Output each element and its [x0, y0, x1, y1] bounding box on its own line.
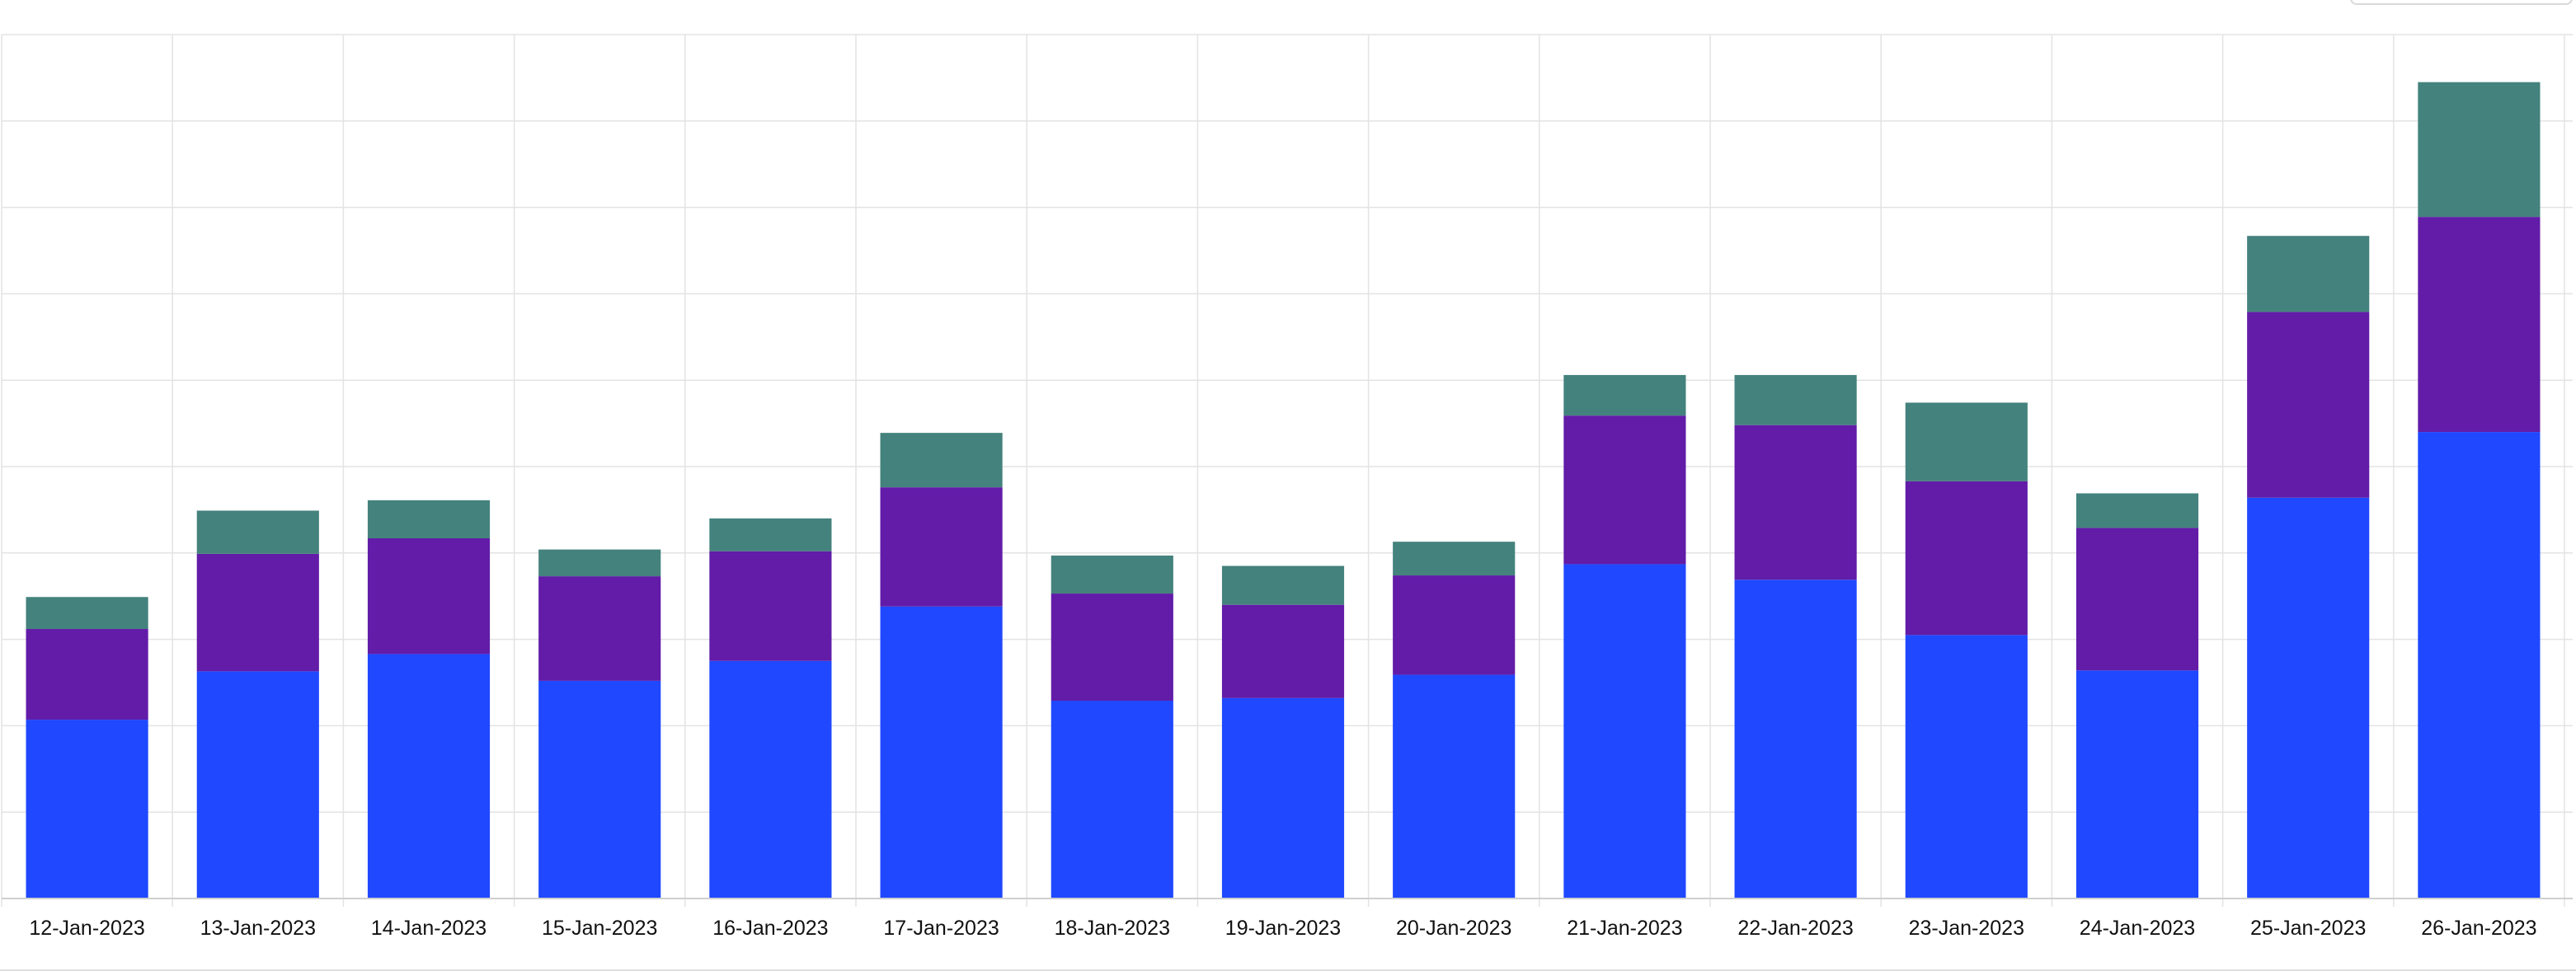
x-tick-label: 15-Jan-2023 — [542, 917, 657, 940]
bar-segment — [1734, 425, 1857, 580]
bar-segment — [538, 549, 661, 577]
bar-segment — [1393, 575, 1516, 675]
bar-segment — [1221, 697, 1345, 899]
bar-segment — [2418, 217, 2541, 433]
bar-segment — [1905, 402, 2028, 481]
bar-segment — [367, 537, 491, 655]
bar-segment — [1221, 565, 1345, 605]
x-tick-label: 21-Jan-2023 — [1567, 917, 1682, 940]
bar-segment — [538, 576, 661, 681]
bar-segment — [367, 500, 491, 538]
bar-segment — [1051, 701, 1173, 899]
x-tick-label: 19-Jan-2023 — [1225, 917, 1341, 940]
bar-segment — [2075, 493, 2199, 528]
bar-segment — [880, 606, 1003, 899]
bar-segment — [1221, 604, 1345, 698]
x-tick-label: 22-Jan-2023 — [1737, 917, 1853, 940]
bar-segment — [2247, 236, 2370, 312]
bars — [26, 82, 2541, 899]
bar-segment — [880, 433, 1003, 488]
bar-segment — [26, 629, 148, 720]
bar-segment — [1563, 415, 1686, 565]
x-tick-label: 25-Jan-2023 — [2250, 917, 2366, 940]
x-tick-label: 16-Jan-2023 — [712, 917, 828, 940]
bar-segment — [196, 553, 319, 672]
x-tick-label: 26-Jan-2023 — [2421, 917, 2536, 940]
x-tick-label: 13-Jan-2023 — [200, 917, 316, 940]
bar-segment — [1393, 674, 1516, 899]
bar-segment — [1051, 594, 1173, 702]
bar-segment — [1734, 374, 1857, 425]
bar-segment — [2418, 82, 2541, 218]
bottom-divider — [0, 969, 2576, 971]
x-tick-label: 14-Jan-2023 — [371, 917, 487, 940]
x-tick-label: 12-Jan-2023 — [29, 917, 144, 940]
bar-segment — [26, 720, 148, 899]
bar-segment — [196, 510, 319, 554]
bar-segment — [26, 597, 148, 630]
x-tick-label: 18-Jan-2023 — [1055, 917, 1170, 940]
bar-segment — [709, 551, 832, 661]
bar-segment — [1393, 542, 1516, 576]
bar-segment — [1563, 374, 1686, 416]
bar-segment — [2247, 497, 2370, 899]
bar-segment — [2075, 528, 2199, 671]
x-tick-label: 24-Jan-2023 — [2080, 917, 2195, 940]
bar-segment — [880, 487, 1003, 607]
bar-segment — [1051, 555, 1173, 594]
bar-segment — [1734, 580, 1857, 899]
x-tick-label: 23-Jan-2023 — [1909, 917, 2024, 940]
x-tick-label: 17-Jan-2023 — [883, 917, 999, 940]
bar-segment — [196, 671, 319, 899]
bar-segment — [1905, 481, 2028, 636]
bar-segment — [2418, 432, 2541, 899]
bar-segment — [367, 654, 491, 899]
bar-segment — [2075, 670, 2199, 899]
bar-segment — [709, 660, 832, 899]
bar-segment — [2247, 312, 2370, 498]
x-axis: 12-Jan-2023 13-Jan-2023 14-Jan-2023 15-Jan-… — [2, 898, 2573, 940]
bar-segment — [709, 518, 832, 551]
bar-segment — [1905, 635, 2028, 899]
bar-segment — [1563, 564, 1686, 899]
x-tick-label: 20-Jan-2023 — [1396, 917, 1511, 940]
bar-segment — [538, 680, 661, 899]
